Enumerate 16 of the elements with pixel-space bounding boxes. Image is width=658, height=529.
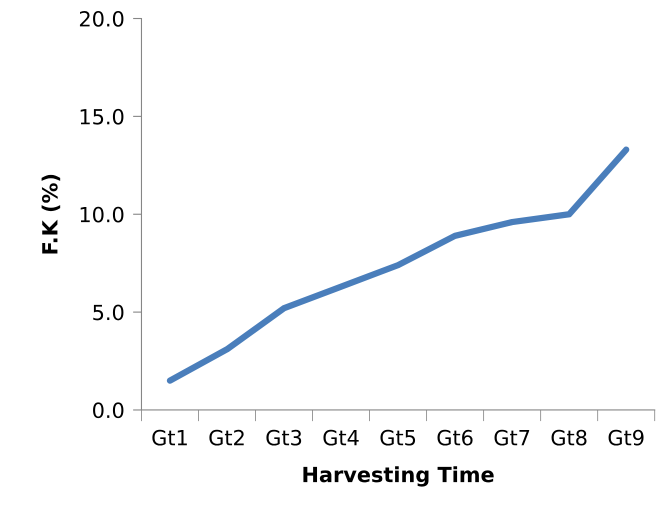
- x-tick-label: Gt2: [209, 430, 244, 446]
- x-tick-label: Gt4: [323, 430, 359, 446]
- y-tick-label: 0.0: [93, 402, 124, 418]
- y-tick-label: 20.0: [80, 10, 124, 27]
- x-axis-title: Harvesting Time: [303, 466, 494, 487]
- x-tick-label: Gt6: [438, 430, 473, 446]
- x-tick-label: Gt5: [380, 430, 416, 446]
- x-tick-label: Gt9: [608, 430, 644, 446]
- y-axis-title: F.K (%): [42, 174, 60, 254]
- y-tick-label: 5.0: [93, 304, 124, 320]
- y-tick-label: 10.0: [80, 206, 124, 222]
- x-tick-label: Gt8: [552, 430, 587, 446]
- y-tick-label: 15.0: [80, 108, 124, 125]
- x-tick-label: Gt7: [494, 430, 530, 446]
- x-tick-label: Gt3: [266, 430, 302, 446]
- x-tick-label: Gt1: [152, 430, 187, 446]
